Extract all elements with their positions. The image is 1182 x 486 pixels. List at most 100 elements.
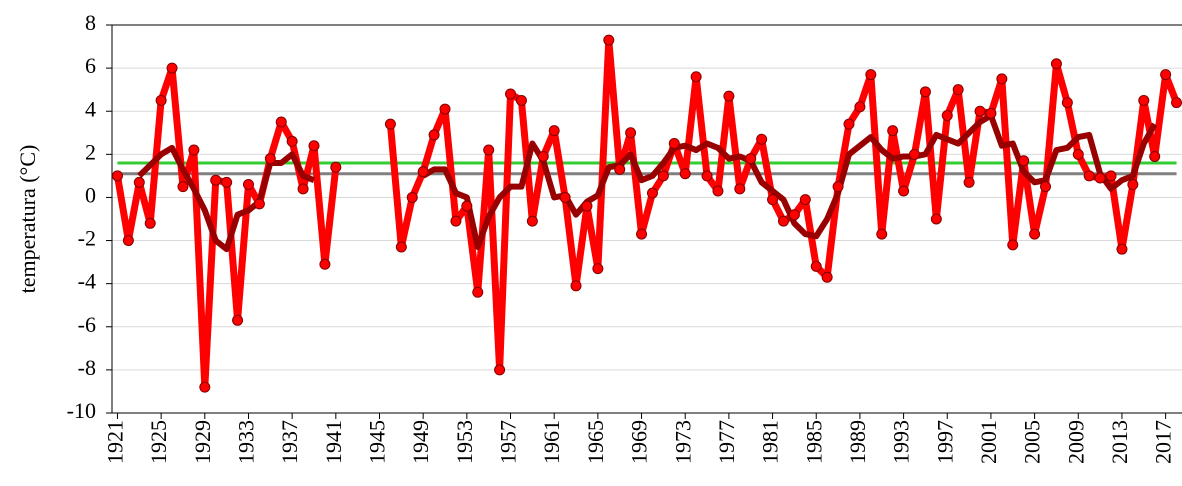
x-tick-label: 1997 <box>932 420 957 464</box>
data-point <box>1160 69 1172 81</box>
data-point <box>570 280 582 292</box>
y-tick-label: -8 <box>78 355 96 380</box>
data-point <box>1029 228 1041 240</box>
x-tick-label: 1953 <box>452 420 477 464</box>
data-point <box>537 150 549 162</box>
x-tick-label: 1977 <box>714 420 739 464</box>
data-point <box>221 176 233 188</box>
data-point <box>199 381 211 393</box>
data-point <box>919 86 931 98</box>
data-point <box>625 127 637 139</box>
data-point <box>799 194 811 206</box>
data-point <box>505 88 517 100</box>
data-point <box>788 209 800 221</box>
x-tick-label: 1965 <box>583 420 608 464</box>
data-point <box>734 183 746 195</box>
data-point <box>974 105 986 117</box>
data-point <box>756 133 768 145</box>
data-point <box>832 181 844 193</box>
x-tick-label: 1981 <box>758 420 783 464</box>
data-point <box>1040 181 1052 193</box>
data-point <box>668 138 680 150</box>
data-point <box>996 73 1008 85</box>
data-point <box>264 153 276 165</box>
x-tick-label: 1933 <box>234 420 259 464</box>
x-tick-label: 1949 <box>408 420 433 464</box>
data-point <box>330 161 342 173</box>
data-point <box>592 263 604 275</box>
data-point <box>1116 243 1128 255</box>
x-tick-label: 1929 <box>190 420 215 464</box>
data-point <box>777 215 789 227</box>
y-tick-label: 0 <box>85 182 96 207</box>
x-tick-label: 1937 <box>277 420 302 464</box>
data-point <box>745 153 757 165</box>
data-point <box>1105 170 1117 182</box>
data-point <box>1061 97 1073 109</box>
x-tick-label: 1925 <box>146 420 171 464</box>
data-point <box>581 200 593 212</box>
data-point <box>712 185 724 197</box>
data-point <box>985 107 997 119</box>
data-point <box>133 176 145 188</box>
data-point <box>494 364 506 376</box>
data-point <box>1171 97 1182 109</box>
x-tick-label: 1957 <box>496 420 521 464</box>
data-point <box>1083 170 1095 182</box>
data-point <box>210 174 222 186</box>
x-tick-label: 1921 <box>103 420 128 464</box>
data-point <box>111 170 123 182</box>
data-point <box>319 258 331 270</box>
data-point <box>821 271 833 283</box>
data-point <box>646 187 658 199</box>
y-tick-label: 6 <box>85 53 96 78</box>
data-point <box>1072 148 1084 160</box>
data-point <box>636 228 648 240</box>
data-point <box>461 200 473 212</box>
series-line <box>114 36 1180 391</box>
y-tick-label: 8 <box>85 10 96 35</box>
data-point <box>144 217 156 229</box>
y-axis-label: temperatura (°C) <box>15 145 40 294</box>
data-point <box>297 183 309 195</box>
x-tick-label: 1993 <box>889 420 914 464</box>
data-point <box>253 198 265 210</box>
x-tick-label: 1985 <box>801 420 826 464</box>
x-tick-label: 2001 <box>976 420 1001 464</box>
x-tick-label: 2005 <box>1020 420 1045 464</box>
y-tick-label: -6 <box>78 312 96 337</box>
data-point <box>898 185 910 197</box>
data-point <box>188 144 200 156</box>
x-tick-label: 1941 <box>321 420 346 464</box>
data-point <box>242 179 254 191</box>
data-point <box>701 170 713 182</box>
data-point <box>526 215 538 227</box>
x-tick-label: 1989 <box>845 420 870 464</box>
x-tick-label: 1973 <box>670 420 695 464</box>
data-point <box>166 62 178 74</box>
x-tick-label: 2013 <box>1107 420 1132 464</box>
data-point <box>909 148 920 160</box>
x-tick-label: 2017 <box>1151 420 1176 464</box>
data-point <box>232 314 244 326</box>
data-point <box>1018 155 1030 167</box>
data-point <box>483 144 495 156</box>
data-point <box>843 118 855 130</box>
data-point <box>439 103 451 115</box>
series-line <box>137 112 1158 253</box>
x-tick-label: 1945 <box>365 420 390 464</box>
data-point <box>1007 239 1019 251</box>
x-tick-label: 1969 <box>627 420 652 464</box>
data-point <box>963 176 975 188</box>
data-point <box>657 170 669 182</box>
data-point <box>308 140 320 152</box>
data-point <box>865 69 877 81</box>
data-point <box>810 260 822 272</box>
data-point <box>854 101 866 113</box>
data-point <box>614 163 626 175</box>
data-point <box>155 94 167 106</box>
data-point <box>548 125 560 137</box>
data-point <box>177 181 189 193</box>
data-point <box>286 135 298 147</box>
